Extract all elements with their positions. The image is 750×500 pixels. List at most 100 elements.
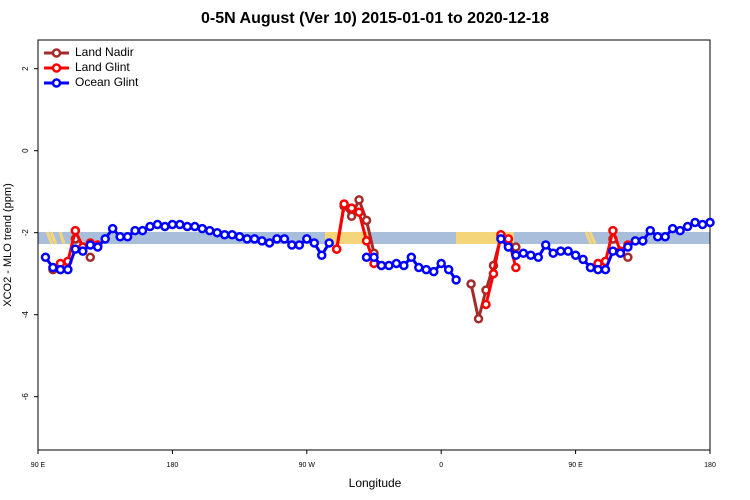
point [399,260,409,271]
point [473,314,484,324]
point [578,254,588,265]
point [570,250,581,260]
legend-item: Land Glint [44,60,130,74]
point [264,238,275,248]
point [302,234,312,244]
x-tick-label: 90 E [31,462,46,469]
point [279,234,290,244]
point [63,264,73,275]
point [705,217,715,228]
point [324,238,334,248]
legend-item: Land Nadir [44,45,134,59]
point [85,252,96,263]
point [511,250,521,260]
point [652,232,663,242]
y-tick-label: -2 [21,229,30,237]
point [615,248,626,258]
point [630,236,641,246]
point [533,252,544,263]
point [623,252,633,263]
point [197,223,208,234]
point [272,234,282,244]
point [190,221,200,232]
x-tick-label: 0 [439,462,443,469]
point [182,221,193,232]
point [555,246,566,256]
y-tick-label: -6 [21,393,30,401]
point [175,219,185,230]
point [70,225,81,236]
point [600,264,611,275]
y-tick-label: -4 [21,311,30,319]
point [361,215,372,226]
legend-marker [51,48,62,58]
legend-item: Ocean Glint [44,75,139,89]
point [100,234,110,244]
y-tick-label: 0 [21,148,30,153]
point [354,195,364,205]
point [227,230,237,240]
point [511,262,521,273]
point [697,219,708,230]
point [638,236,648,246]
point [384,260,394,271]
point [503,234,514,244]
legend-label: Land Glint [75,60,130,74]
point [675,225,685,236]
point [361,236,372,246]
point [481,299,491,310]
point [451,275,461,285]
series-line [60,201,629,305]
legend-label: Land Nadir [75,45,134,59]
point [107,223,118,234]
chart-title: 0-5N August (Ver 10) 2015-01-01 to 2020-… [201,10,549,27]
point [78,246,88,256]
point [563,246,573,256]
point [682,221,693,232]
point [92,242,103,252]
point [55,264,66,275]
point [145,221,155,232]
point [309,238,320,248]
point [152,219,163,230]
point [585,262,596,273]
point [234,232,245,242]
point [85,240,96,250]
point [488,268,499,279]
point [526,250,536,260]
point [667,223,678,234]
point [436,258,446,269]
point [361,252,372,263]
point [511,242,521,252]
point [219,230,230,240]
point [540,240,551,250]
y-tick-label: 2 [21,66,30,71]
x-tick-label: 90 W [299,462,316,469]
point [354,207,364,217]
y-axis-label: XCO2 - MLO trend (ppm) [2,183,14,306]
point [421,264,432,275]
point [339,199,349,209]
point [130,225,140,236]
point [391,258,402,269]
point [623,242,633,252]
point [414,262,424,273]
point [466,279,476,289]
x-axis-label: Longitude [349,476,402,490]
point [346,211,357,222]
point [40,252,51,263]
point [294,240,305,250]
point [70,244,81,254]
point [406,252,417,263]
point [287,240,297,250]
legend-label: Ocean Glint [75,75,139,89]
point [645,225,656,236]
x-tick-label: 90 E [568,462,583,469]
point [122,232,133,242]
plot-frame [37,39,711,451]
x-tick-label: 180 [167,462,179,469]
point [331,244,342,254]
point [48,262,58,273]
point [608,246,618,256]
